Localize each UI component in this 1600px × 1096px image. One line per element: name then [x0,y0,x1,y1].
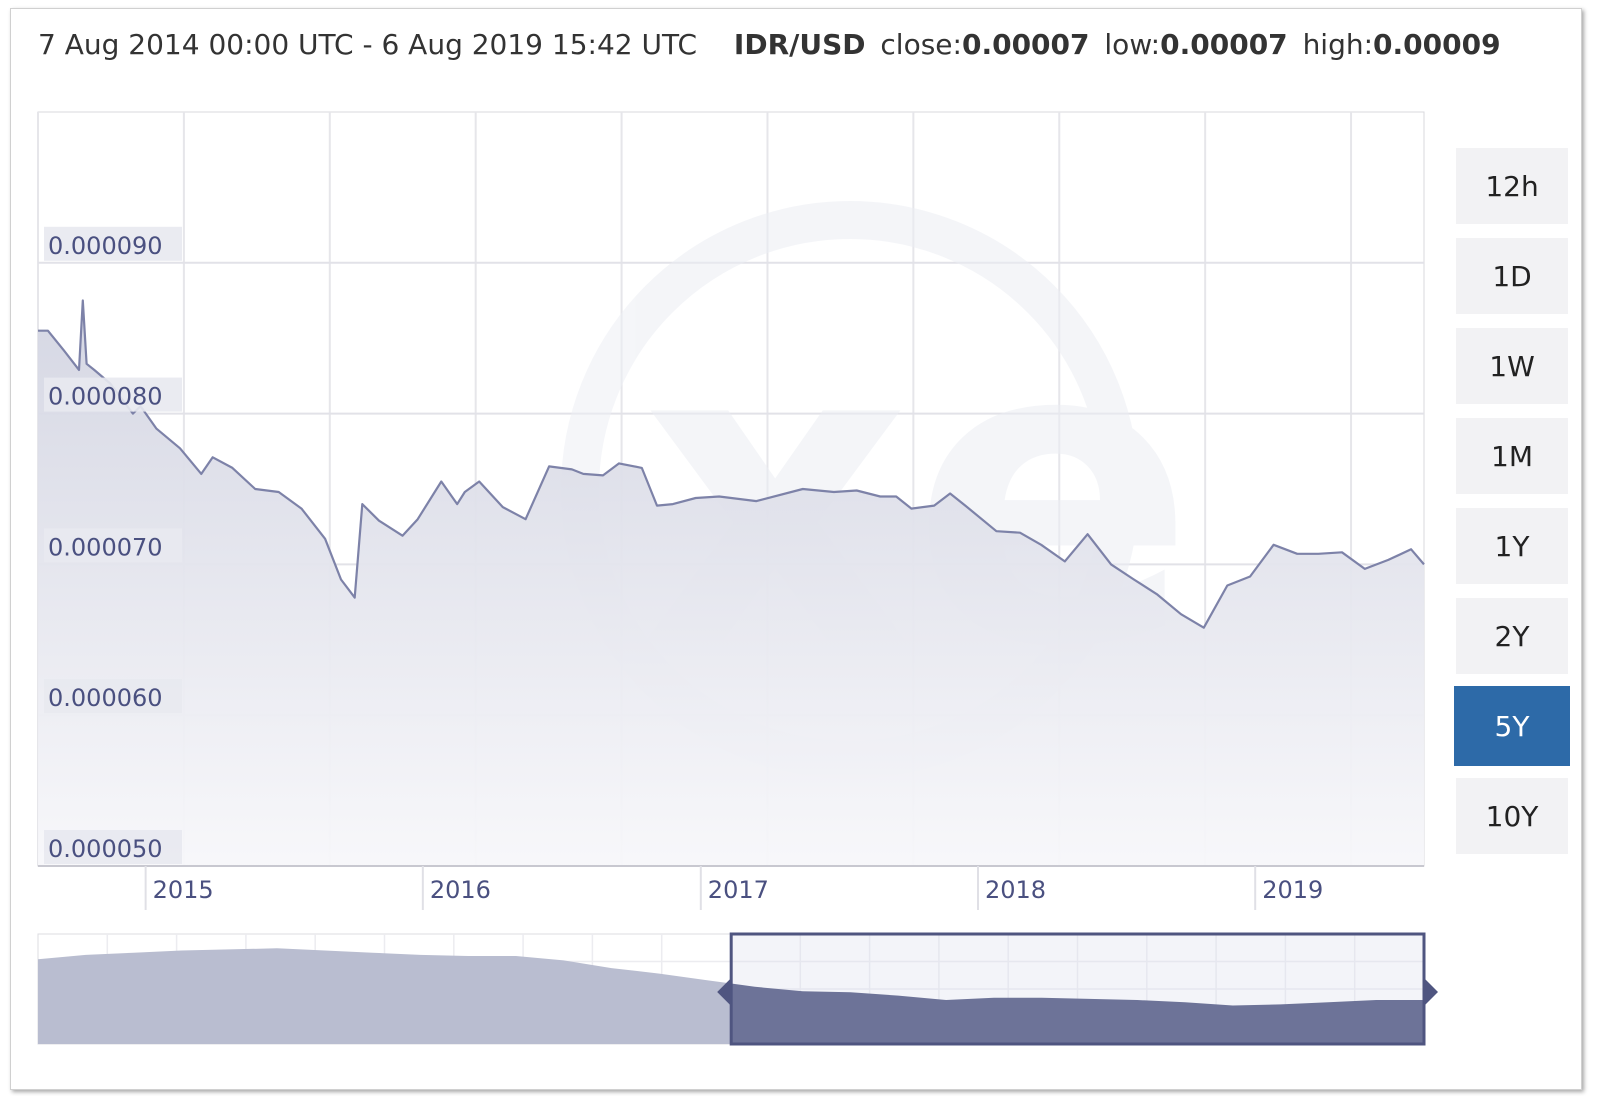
range-button-10y[interactable]: 10Y [1456,778,1568,854]
low-label: low: [1104,28,1161,61]
y-tick-label-bg [44,830,182,864]
x-tick-label: 2017 [708,876,769,904]
y-tick-label: 0.000090 [48,232,163,260]
range-button-1w[interactable]: 1W [1456,328,1568,404]
range-button-12h[interactable]: 12h [1456,148,1568,224]
y-tick-label-bg [44,679,182,714]
range-button-2y[interactable]: 2Y [1456,598,1568,674]
y-tick-label-bg [44,226,182,261]
range-button-1y[interactable]: 1Y [1456,508,1568,584]
close-label: close: [880,28,962,61]
y-tick-label-bg [44,528,182,563]
series-area [38,300,1424,866]
x-tick-label: 2015 [153,876,214,904]
x-tick-label: 2018 [985,876,1046,904]
x-tick-label: 2016 [430,876,491,904]
range-button-1d[interactable]: 1D [1456,238,1568,314]
navigator-area-selected [731,983,1424,1044]
chart-header: 7 Aug 2014 00:00 UTC - 6 Aug 2019 15:42 … [38,28,1501,61]
high-label: high: [1302,28,1374,61]
y-tick-label: 0.000080 [48,383,163,411]
y-tick-label: 0.000050 [48,835,163,863]
range-button-1m[interactable]: 1M [1456,418,1568,494]
high-value: 0.00009 [1373,28,1501,61]
x-tick-label: 2019 [1262,876,1323,904]
y-tick-label: 0.000060 [48,684,163,712]
y-tick-label-bg [44,377,182,412]
series-line [38,299,1425,629]
navigator-area-unselected [38,948,732,1044]
y-tick-label: 0.000070 [48,533,163,561]
date-range-text: 7 Aug 2014 00:00 UTC - 6 Aug 2019 15:42 … [38,28,697,61]
navigator-right-handle [1424,978,1438,1006]
navigator-left-handle [717,978,732,1006]
currency-pair: IDR/USD [733,28,866,61]
low-value: 0.00007 [1160,28,1288,61]
range-button-5y[interactable]: 5Y [1454,686,1570,766]
close-value: 0.00007 [961,28,1090,61]
